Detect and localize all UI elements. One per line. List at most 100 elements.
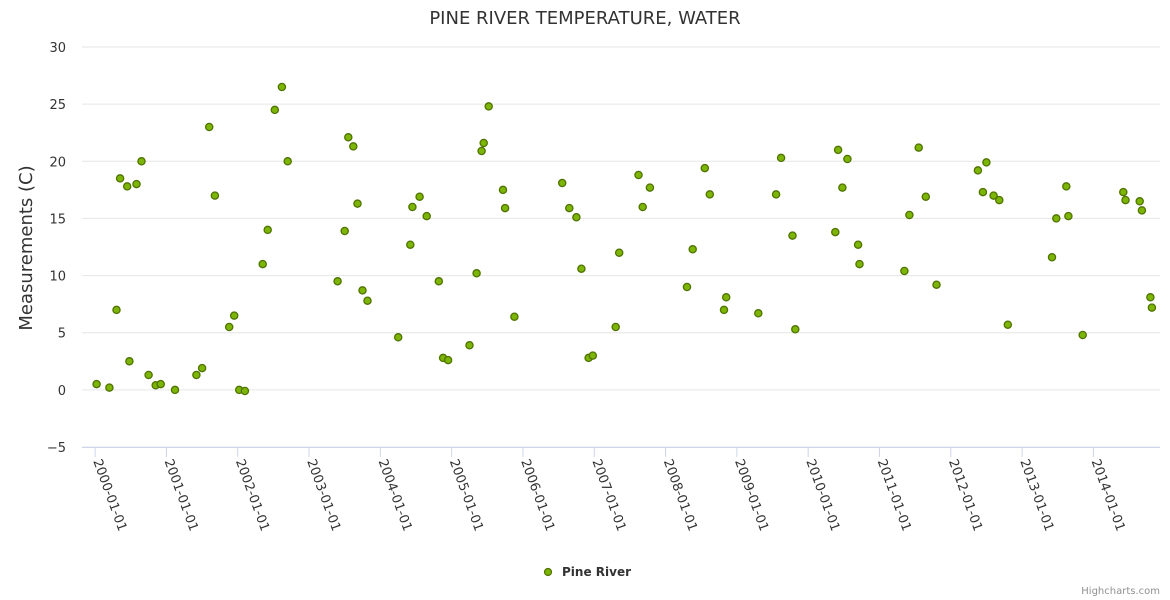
data-point[interactable] <box>363 296 372 305</box>
data-point[interactable] <box>258 259 267 269</box>
x-tick-label: 2006-01-01 <box>517 457 557 533</box>
data-point[interactable] <box>122 182 132 191</box>
data-point[interactable] <box>415 192 424 201</box>
data-point[interactable] <box>688 245 697 254</box>
data-point[interactable] <box>932 280 941 289</box>
data-point[interactable] <box>125 357 134 366</box>
credits-link[interactable]: Highcharts.com <box>1081 586 1160 597</box>
data-point[interactable] <box>645 183 655 192</box>
data-point[interactable] <box>1121 195 1130 205</box>
data-point[interactable] <box>577 264 586 273</box>
data-point[interactable] <box>210 191 220 200</box>
data-point[interactable] <box>771 190 781 199</box>
data-point[interactable] <box>422 211 431 221</box>
data-point[interactable] <box>263 225 272 235</box>
data-point[interactable] <box>472 269 481 278</box>
data-point[interactable] <box>204 122 214 132</box>
data-point[interactable] <box>105 383 114 392</box>
data-point[interactable] <box>700 163 710 173</box>
data-point[interactable] <box>192 370 201 380</box>
data-point[interactable] <box>705 190 715 199</box>
data-point[interactable] <box>277 82 287 92</box>
data-point[interactable] <box>229 311 239 320</box>
data-point[interactable] <box>1135 197 1144 206</box>
data-point[interactable] <box>788 231 797 240</box>
data-point[interactable] <box>1052 214 1061 223</box>
data-point[interactable] <box>588 351 598 360</box>
data-point[interactable] <box>982 158 991 167</box>
data-point[interactable] <box>340 226 349 236</box>
data-point[interactable] <box>611 322 620 332</box>
data-point[interactable] <box>921 192 931 201</box>
data-point[interactable] <box>333 277 342 286</box>
data-point[interactable] <box>498 185 508 195</box>
data-point[interactable] <box>1062 182 1071 191</box>
data-point[interactable] <box>565 203 574 213</box>
data-point[interactable] <box>1147 303 1157 312</box>
data-point[interactable] <box>224 322 234 332</box>
data-point[interactable] <box>791 325 800 334</box>
data-point[interactable] <box>132 179 141 189</box>
data-point[interactable] <box>914 143 923 152</box>
data-point[interactable] <box>92 379 101 389</box>
data-point[interactable] <box>1064 211 1073 221</box>
legend-item-pine-river[interactable]: Pine River <box>562 565 631 579</box>
data-point[interactable] <box>721 293 731 302</box>
data-point[interactable] <box>443 355 453 365</box>
data-point[interactable] <box>754 309 763 318</box>
data-point[interactable] <box>393 333 403 342</box>
data-point[interactable] <box>197 363 207 373</box>
legend[interactable]: Pine River <box>543 565 632 579</box>
data-point[interactable] <box>1003 320 1013 329</box>
data-point[interactable] <box>1137 206 1147 215</box>
data-point[interactable] <box>270 105 280 115</box>
data-point[interactable] <box>900 266 909 276</box>
data-point[interactable] <box>112 305 121 315</box>
data-point[interactable] <box>614 248 624 257</box>
data-point[interactable] <box>510 312 519 321</box>
data-point[interactable] <box>1119 187 1128 197</box>
data-point[interactable] <box>634 170 643 180</box>
data-point[interactable] <box>479 138 488 148</box>
data-point[interactable] <box>776 153 786 163</box>
data-point[interactable] <box>995 195 1004 205</box>
data-point[interactable] <box>477 146 486 156</box>
data-point[interactable] <box>406 240 415 249</box>
data-point[interactable] <box>855 259 864 269</box>
data-point[interactable] <box>905 210 914 220</box>
data-point[interactable] <box>434 277 444 286</box>
data-point[interactable] <box>638 202 647 212</box>
data-point[interactable] <box>833 145 843 155</box>
data-point[interactable] <box>831 227 840 237</box>
data-point[interactable] <box>843 154 852 164</box>
data-point[interactable] <box>240 386 250 396</box>
data-point[interactable] <box>484 102 493 111</box>
data-point[interactable] <box>500 203 510 213</box>
data-point[interactable] <box>973 166 983 175</box>
data-point[interactable] <box>115 174 125 183</box>
data-point[interactable] <box>353 199 362 208</box>
data-point[interactable] <box>137 157 146 166</box>
data-point[interactable] <box>349 142 358 151</box>
data-point[interactable] <box>465 341 474 350</box>
data-point[interactable] <box>682 282 692 292</box>
data-point[interactable] <box>719 305 729 315</box>
data-point[interactable] <box>344 133 353 142</box>
data-point[interactable] <box>838 183 847 192</box>
data-point[interactable] <box>283 157 292 166</box>
data-point[interactable] <box>1146 293 1155 302</box>
data-point[interactable] <box>572 213 581 222</box>
data-point[interactable] <box>1047 253 1057 262</box>
data-point[interactable] <box>358 286 367 295</box>
data-point[interactable] <box>978 187 988 197</box>
data-point[interactable] <box>557 178 567 188</box>
data-point[interactable] <box>1078 330 1087 340</box>
data-point[interactable] <box>989 191 998 200</box>
data-point[interactable] <box>408 202 417 212</box>
data-point[interactable] <box>144 370 153 380</box>
data-point[interactable] <box>853 240 863 249</box>
data-points <box>92 82 1157 396</box>
data-point[interactable] <box>156 379 165 389</box>
data-point[interactable] <box>170 385 180 395</box>
legend-marker[interactable] <box>543 567 553 577</box>
